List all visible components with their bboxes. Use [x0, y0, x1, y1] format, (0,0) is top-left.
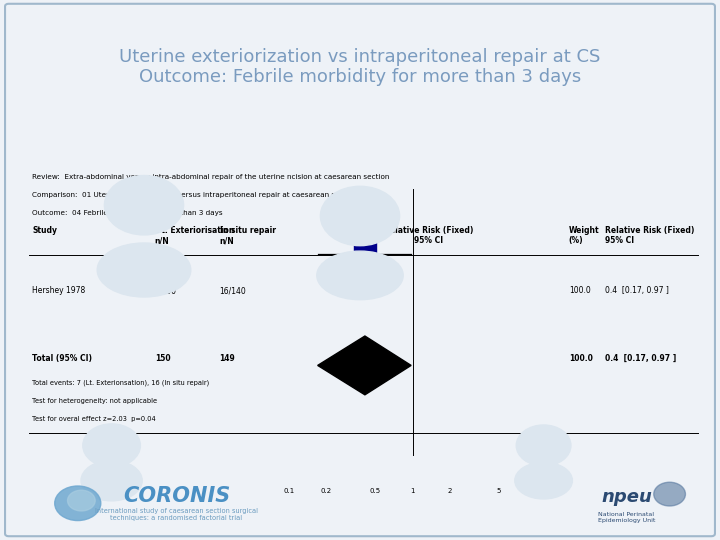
- Text: Review:  Extra-abdominal versus intra-abdominal repair of the uterine ncision at: Review: Extra-abdominal versus intra-abd…: [32, 174, 390, 180]
- Text: Weight
(%): Weight (%): [569, 226, 600, 245]
- Text: Hershey 1978: Hershey 1978: [32, 286, 86, 295]
- Bar: [354, 239, 376, 271]
- Text: 100.0: 100.0: [569, 286, 590, 295]
- Text: Relative Risk (Fixed)
95% CI: Relative Risk (Fixed) 95% CI: [605, 226, 694, 245]
- Text: National Perinatal
Epidemiology Unit: National Perinatal Epidemiology Unit: [598, 512, 655, 523]
- Text: 0.2: 0.2: [321, 488, 332, 495]
- Text: 5: 5: [497, 488, 501, 495]
- Text: Outcome: Febrile morbidity for more than 3 days: Outcome: Febrile morbidity for more than…: [139, 68, 581, 86]
- Text: 1: 1: [410, 488, 415, 495]
- Text: 150: 150: [155, 354, 171, 363]
- Text: 100.0: 100.0: [569, 354, 593, 363]
- Text: 16/140: 16/140: [220, 286, 246, 295]
- Text: In situ repair
n/N: In situ repair n/N: [220, 226, 276, 245]
- Text: 0.4  [0.17, 0.97 ]: 0.4 [0.17, 0.97 ]: [605, 354, 676, 363]
- Text: Outcome:  04 Febrile morbidity for more than 3 days: Outcome: 04 Febrile morbidity for more t…: [32, 210, 223, 215]
- Text: 2: 2: [448, 488, 452, 495]
- Text: 7/150: 7/150: [155, 286, 177, 295]
- Text: Total events: 7 (Lt. Exterionsation), 16 (In situ repair): Total events: 7 (Lt. Exterionsation), 16…: [32, 380, 210, 386]
- Text: Test for overal effect z=2.03  p=0.04: Test for overal effect z=2.03 p=0.04: [32, 415, 156, 422]
- Text: International study of caesarean section surgical
techniques: a randomised facto: International study of caesarean section…: [95, 508, 258, 521]
- Text: 0.1: 0.1: [284, 488, 294, 495]
- Text: CORONIS: CORONIS: [123, 485, 230, 506]
- Text: Uterine exteriorization vs intraperitoneal repair at CS: Uterine exteriorization vs intraperitone…: [120, 48, 600, 66]
- Text: Total (95% CI): Total (95% CI): [32, 354, 92, 363]
- Text: Relative Risk (Fixed)
95% CI: Relative Risk (Fixed) 95% CI: [384, 226, 473, 245]
- Text: 10: 10: [532, 488, 541, 495]
- Polygon shape: [318, 336, 411, 395]
- Text: 0.4  [0.17, 0.97 ]: 0.4 [0.17, 0.97 ]: [605, 286, 669, 295]
- Text: Comparison:  01 Uterine exteriorization versus intraperitoneal repair at caesare: Comparison: 01 Uterine exteriorization v…: [32, 192, 358, 198]
- Text: 0.5: 0.5: [370, 488, 381, 495]
- Text: npeu: npeu: [601, 488, 652, 506]
- Text: Test for heterogeneity: not applicable: Test for heterogeneity: not applicable: [32, 397, 158, 404]
- Text: 149: 149: [220, 354, 235, 363]
- Text: Study: Study: [32, 226, 58, 235]
- Text: Ut. Exteriorisation
n/N: Ut. Exteriorisation n/N: [155, 226, 234, 245]
